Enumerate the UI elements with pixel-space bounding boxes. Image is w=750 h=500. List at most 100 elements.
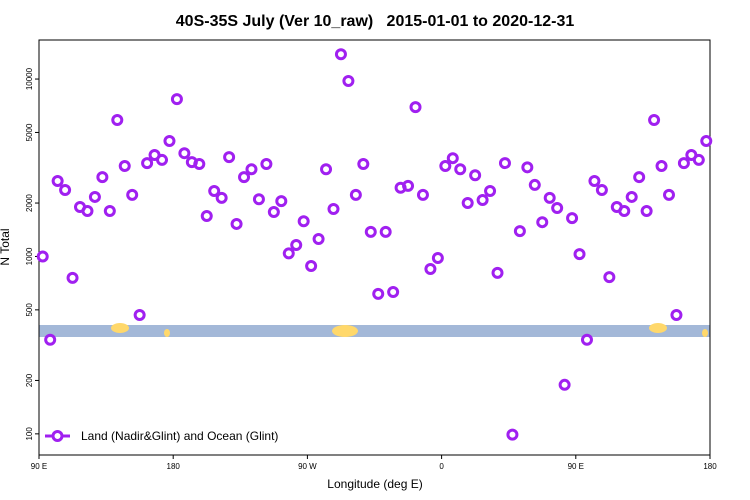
point <box>506 428 519 441</box>
point <box>491 266 504 279</box>
x-tick-label: 90 W <box>298 462 317 471</box>
point <box>446 152 459 165</box>
chart-title: 40S-35S July (Ver 10_raw) 2015-01-01 to … <box>176 13 575 30</box>
point <box>342 74 355 87</box>
point <box>670 308 683 321</box>
point <box>431 252 444 265</box>
point <box>66 271 79 284</box>
point <box>81 204 94 217</box>
y-tick-label: 10000 <box>25 67 34 90</box>
point <box>595 183 608 196</box>
point <box>402 179 415 192</box>
point <box>170 93 183 106</box>
point <box>118 159 131 172</box>
point <box>297 215 310 228</box>
y-axis-label: N Total <box>0 228 12 265</box>
point <box>223 151 236 164</box>
point <box>357 158 370 171</box>
legend-marker <box>51 430 64 442</box>
point <box>44 333 57 346</box>
point <box>476 194 489 207</box>
point <box>305 259 318 272</box>
point <box>96 171 109 184</box>
point <box>551 202 564 215</box>
point <box>528 178 541 191</box>
point <box>327 203 340 216</box>
point <box>379 225 392 238</box>
point <box>267 206 280 219</box>
point <box>215 191 228 204</box>
point <box>640 204 653 217</box>
x-tick-label: 0 <box>439 462 444 471</box>
point <box>51 174 64 187</box>
point <box>208 184 221 197</box>
point <box>230 217 243 230</box>
point <box>238 171 251 184</box>
point <box>469 169 482 182</box>
point <box>364 225 377 238</box>
point <box>103 204 116 217</box>
point <box>536 216 549 229</box>
point <box>59 183 72 196</box>
land <box>164 329 170 337</box>
x-tick-label: 180 <box>167 462 181 471</box>
point <box>573 248 586 261</box>
point <box>178 147 191 160</box>
point <box>513 225 526 238</box>
legend-label: Land (Nadir&Glint) and Ocean (Glint) <box>81 429 278 443</box>
point <box>677 157 690 170</box>
point <box>618 204 631 217</box>
point <box>290 239 303 252</box>
point <box>282 247 295 260</box>
point <box>543 191 556 204</box>
point <box>387 286 400 299</box>
plot-frame <box>38 39 711 456</box>
y-tick-label: 1000 <box>25 247 34 265</box>
point <box>461 197 474 210</box>
point <box>334 48 347 61</box>
point <box>88 190 101 203</box>
point <box>580 333 593 346</box>
point <box>424 262 437 275</box>
point <box>454 163 467 176</box>
land <box>111 323 129 333</box>
point <box>566 212 579 225</box>
y-tick-label: 5000 <box>25 123 34 141</box>
point <box>141 157 154 170</box>
point <box>252 193 265 206</box>
point <box>349 188 362 201</box>
y-tick-label: 2000 <box>25 194 34 212</box>
point <box>662 188 675 201</box>
x-tick-label: 180 <box>703 462 717 471</box>
point <box>603 271 616 284</box>
x-axis-label: Longitude (deg E) <box>327 477 422 491</box>
point <box>156 153 169 166</box>
point <box>655 159 668 172</box>
point <box>312 232 325 245</box>
point <box>133 308 146 321</box>
point <box>558 378 571 391</box>
point <box>372 287 385 300</box>
point <box>692 153 705 166</box>
land <box>649 323 667 333</box>
point <box>126 188 139 201</box>
point <box>484 184 497 197</box>
land <box>332 325 358 337</box>
point <box>416 188 429 201</box>
point <box>200 210 213 223</box>
point <box>193 158 206 171</box>
point <box>275 195 288 208</box>
point <box>439 159 452 172</box>
x-tick-label: 90 E <box>568 462 584 471</box>
point <box>36 250 49 263</box>
y-tick-label: 100 <box>25 427 34 441</box>
point <box>409 101 422 114</box>
point <box>111 113 124 126</box>
point <box>633 171 646 184</box>
ocean-band <box>39 325 710 337</box>
map-strip <box>39 323 710 337</box>
point <box>498 157 511 170</box>
point <box>521 161 534 174</box>
point <box>700 134 713 147</box>
